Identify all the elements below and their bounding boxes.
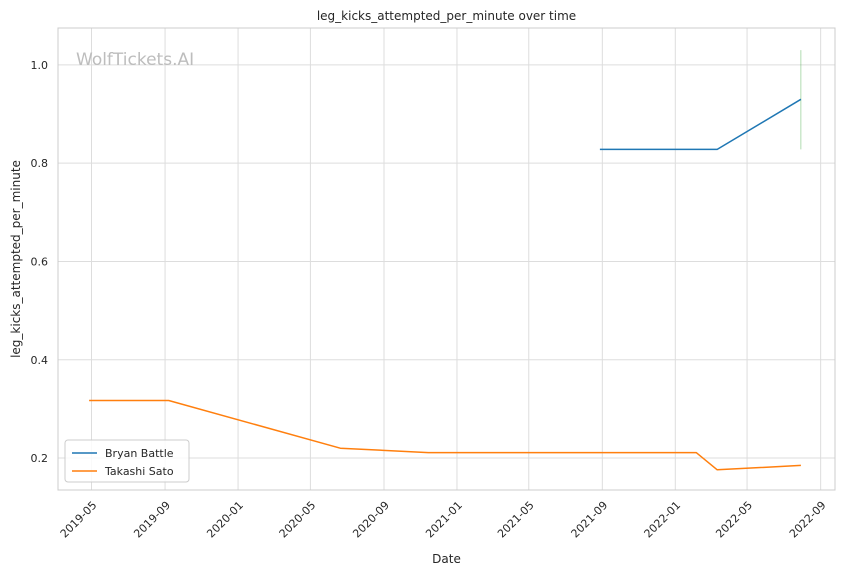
x-tick-label: 2022-09 — [787, 499, 829, 541]
watermark-text: WolfTickets.AI — [76, 50, 194, 70]
x-tick-labels: 2019-05 2019-09 2020-01 2020-05 2020-09 2021-… — [58, 499, 829, 541]
y-tick-label: 0.2 — [31, 452, 49, 465]
y-tick-label: 1.0 — [31, 59, 49, 72]
x-tick-label: 2022-01 — [642, 499, 684, 541]
chart-title: leg_kicks_attempted_per_minute over time — [317, 9, 576, 23]
x-tick-label: 2020-09 — [350, 499, 392, 541]
x-tick-label: 2020-01 — [204, 499, 246, 541]
x-tick-label: 2020-05 — [277, 499, 319, 541]
plot-frame — [57, 27, 836, 491]
x-tick-label: 2019-09 — [131, 499, 173, 541]
series-line-takashi-sato — [89, 399, 801, 471]
y-axis-label: leg_kicks_attempted_per_minute — [9, 160, 23, 358]
legend-label-bryan-battle: Bryan Battle — [105, 447, 174, 460]
legend: Bryan Battle Takashi Sato — [64, 439, 190, 483]
y-tick-label: 0.4 — [31, 354, 49, 367]
series-line-bryan-battle — [599, 98, 802, 151]
plot-area — [58, 28, 835, 490]
y-tick-label: 0.8 — [31, 157, 49, 170]
legend-label-takashi-sato: Takashi Sato — [104, 465, 174, 478]
x-tick-label: 2021-09 — [569, 499, 611, 541]
x-tick-label: 2021-01 — [423, 499, 465, 541]
x-axis-label: Date — [432, 552, 461, 566]
y-tick-label: 0.6 — [31, 255, 49, 268]
x-tick-label: 2019-05 — [58, 499, 100, 541]
x-tick-label: 2021-05 — [495, 499, 537, 541]
series-layer — [89, 50, 802, 471]
x-tick-label: 2022-05 — [713, 499, 755, 541]
y-tick-labels: 0.2 0.4 0.6 0.8 1.0 — [31, 59, 49, 465]
